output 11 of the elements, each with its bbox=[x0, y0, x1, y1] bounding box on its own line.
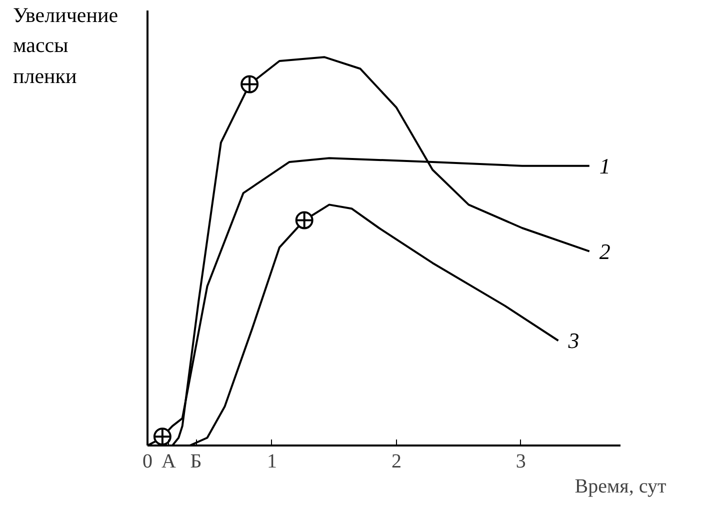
x-tick-label: 3 bbox=[516, 450, 526, 472]
x-axis-title: Время, сут bbox=[574, 476, 666, 498]
x-tick-label: 2 bbox=[391, 450, 402, 472]
x-tick-label: Б bbox=[190, 450, 202, 472]
x-tick-label: 0 bbox=[142, 450, 152, 472]
series-label: 2 bbox=[599, 238, 610, 264]
x-tick-label: А bbox=[161, 450, 176, 472]
series-label: 3 bbox=[567, 328, 580, 354]
x-tick-label: 1 bbox=[266, 450, 277, 472]
y-axis-title: Увеличение массы пленки bbox=[13, 2, 120, 90]
series-label: 1 bbox=[599, 153, 610, 178]
